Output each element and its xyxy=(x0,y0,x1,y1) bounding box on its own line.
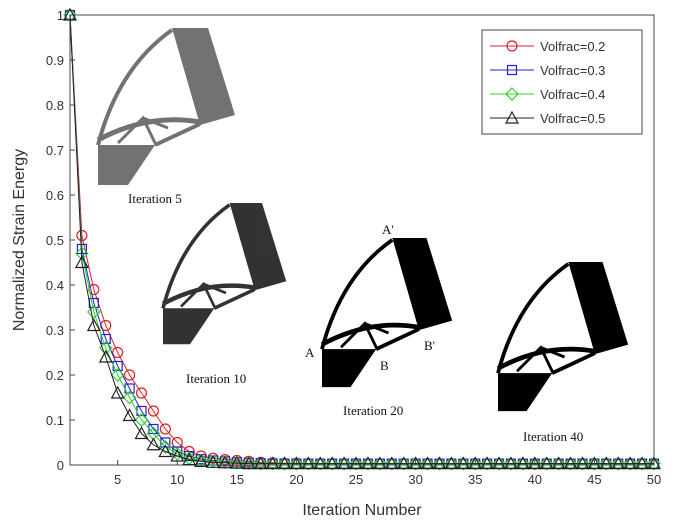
x-tick-label: 25 xyxy=(349,472,363,487)
y-tick-label: 0 xyxy=(57,458,64,473)
legend-label: Volfrac=0.5 xyxy=(540,111,605,126)
y-axis-label: Normalized Strain Energy xyxy=(11,149,28,331)
legend-label: Volfrac=0.4 xyxy=(540,87,605,102)
annotation: Iteration 40 xyxy=(523,429,583,444)
x-tick-label: 40 xyxy=(528,472,542,487)
y-tick-label: 0.5 xyxy=(46,233,64,248)
y-tick-label: 0.8 xyxy=(46,98,64,113)
annotation: A' xyxy=(382,222,394,237)
x-tick-label: 30 xyxy=(408,472,422,487)
x-tick-label: 50 xyxy=(647,472,661,487)
inset-iteration-40 xyxy=(498,262,628,411)
legend-label: Volfrac=0.2 xyxy=(540,39,605,54)
y-tick-label: 0.6 xyxy=(46,188,64,203)
y-tick-label: 0.9 xyxy=(46,53,64,68)
x-tick-label: 15 xyxy=(230,472,244,487)
inset-iteration-5 xyxy=(98,28,235,185)
y-tick-label: 0.1 xyxy=(46,413,64,428)
y-tick-label: 0.7 xyxy=(46,143,64,158)
x-tick-label: 20 xyxy=(289,472,303,487)
y-tick-label: 0.3 xyxy=(46,323,64,338)
annotation: B xyxy=(380,358,389,373)
annotation: Iteration 20 xyxy=(343,403,403,418)
annotation: Iteration 5 xyxy=(128,191,182,206)
x-tick-label: 45 xyxy=(587,472,601,487)
x-tick-label: 10 xyxy=(170,472,184,487)
x-tick-label: 35 xyxy=(468,472,482,487)
y-tick-label: 1 xyxy=(57,8,64,23)
x-tick-label: 5 xyxy=(114,472,121,487)
annotation: B' xyxy=(424,338,435,353)
x-axis-label: Iteration Number xyxy=(302,502,422,519)
legend-label: Volfrac=0.3 xyxy=(540,63,605,78)
chart: Iteration 5 Iteration 10 Iteration 20 It… xyxy=(0,0,675,525)
inset-iteration-10 xyxy=(163,203,286,344)
y-tick-label: 0.2 xyxy=(46,368,64,383)
y-tick-label: 0.4 xyxy=(46,278,64,293)
annotation: Iteration 10 xyxy=(186,371,246,386)
annotation: A xyxy=(305,345,315,360)
